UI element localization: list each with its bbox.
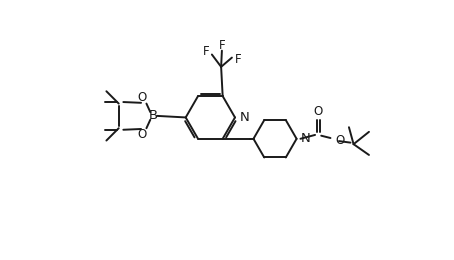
- Text: F: F: [202, 45, 209, 58]
- Text: F: F: [219, 39, 226, 52]
- Text: F: F: [235, 53, 242, 66]
- Text: N: N: [240, 111, 249, 124]
- Text: O: O: [336, 134, 345, 147]
- Text: O: O: [137, 91, 147, 104]
- Text: O: O: [137, 128, 147, 141]
- Text: O: O: [314, 105, 323, 118]
- Text: N: N: [301, 132, 310, 145]
- Text: B: B: [149, 109, 158, 122]
